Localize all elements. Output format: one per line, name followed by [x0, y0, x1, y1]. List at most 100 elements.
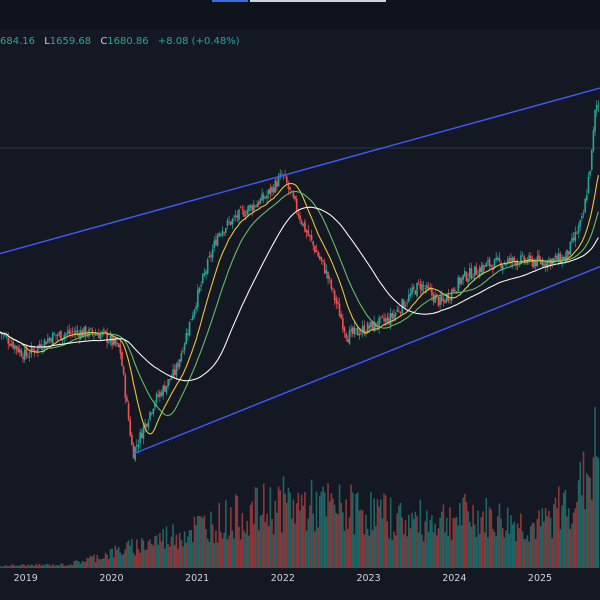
candle — [587, 172, 590, 195]
candle — [320, 256, 323, 265]
candle — [595, 100, 598, 117]
volume-bars — [0, 406, 600, 568]
top-toolbar — [0, 0, 600, 30]
candle — [167, 379, 169, 390]
volume-bar — [590, 499, 593, 568]
candle — [302, 223, 305, 228]
candle — [89, 327, 92, 330]
candle — [229, 221, 232, 226]
volume-bar — [322, 486, 324, 568]
candle — [356, 326, 359, 336]
volume-bar — [404, 520, 407, 568]
candle — [417, 279, 420, 286]
volume-bar — [360, 509, 362, 568]
volume-bar — [557, 486, 560, 568]
candle — [177, 359, 179, 371]
candle — [236, 210, 239, 223]
volume-bar — [84, 561, 87, 568]
volume-bar — [167, 544, 169, 568]
volume-bar — [48, 564, 51, 568]
volume-bar — [78, 561, 80, 568]
volume-bar — [139, 552, 141, 568]
volume-bar — [79, 563, 82, 568]
volume-bar — [577, 480, 580, 568]
volume-bar — [302, 505, 305, 568]
candle — [520, 250, 522, 265]
candle — [589, 170, 591, 179]
volume-bar — [251, 501, 253, 568]
volume-bar — [65, 565, 67, 568]
volume-bar — [305, 530, 308, 568]
moving-average-line — [0, 206, 599, 382]
volume-bar — [434, 523, 436, 568]
candle — [569, 241, 572, 256]
volume-bar — [539, 526, 542, 568]
volume-bar — [109, 549, 112, 568]
volume-bar — [424, 521, 427, 568]
ohlc-legend: 684.16 L1659.68 C1680.86 +8.08 (+0.48%) — [0, 36, 240, 50]
volume-bar — [218, 502, 221, 568]
volume-bar — [177, 548, 179, 568]
volume-bar — [216, 542, 219, 568]
toolbar-tab-indicator[interactable] — [212, 0, 248, 2]
volume-bar — [376, 499, 379, 568]
volume-bar — [353, 534, 356, 568]
volume-bar — [83, 561, 85, 568]
candle — [450, 288, 453, 305]
volume-bar — [210, 511, 212, 568]
volume-bar — [223, 532, 225, 568]
candle — [131, 431, 133, 446]
volume-bar — [597, 457, 600, 568]
candle — [351, 325, 354, 338]
volume-bar — [559, 529, 562, 568]
x-tick-label: 2025 — [528, 573, 552, 584]
volume-bar — [215, 530, 217, 568]
toolbar-search-field[interactable] — [250, 0, 386, 2]
volume-bar — [117, 547, 120, 568]
volume-bar — [403, 534, 405, 568]
candle — [388, 312, 390, 326]
volume-bar — [437, 528, 440, 568]
volume-bar — [159, 533, 161, 568]
volume-bar — [501, 528, 504, 568]
volume-bar — [436, 535, 438, 568]
channel-lines[interactable] — [0, 87, 600, 455]
volume-bar — [492, 528, 494, 568]
volume-bar — [467, 511, 469, 568]
candle — [173, 364, 176, 380]
volume-bar — [86, 557, 89, 568]
volume-bar — [310, 479, 313, 568]
channel-upper-line[interactable] — [0, 87, 600, 255]
volume-bar — [89, 555, 92, 568]
volume-bar — [401, 517, 403, 568]
candles — [0, 100, 600, 463]
volume-bar — [257, 530, 260, 568]
volume-bar — [279, 490, 282, 568]
candle — [557, 248, 560, 266]
candle — [538, 249, 540, 262]
volume-bar — [197, 515, 199, 568]
volume-bar — [98, 558, 100, 568]
volume-bar — [140, 537, 143, 568]
volume-bar — [579, 461, 582, 568]
candle — [79, 326, 82, 341]
volume-bar — [355, 494, 357, 568]
candle — [355, 328, 357, 336]
channel-lower-line[interactable] — [132, 265, 600, 455]
volume-bar — [381, 518, 384, 568]
volume-bar — [383, 493, 385, 568]
volume-bar — [60, 563, 62, 568]
volume-bar — [483, 532, 486, 568]
candle — [221, 226, 224, 237]
volume-bar — [553, 504, 555, 568]
volume-bar — [335, 512, 338, 568]
candle — [343, 325, 346, 338]
volume-bar — [53, 565, 56, 568]
candle — [551, 257, 553, 268]
candle — [112, 336, 115, 347]
candle — [172, 363, 174, 379]
volume-bar — [543, 521, 545, 568]
volume-bar — [50, 565, 52, 568]
volume-bar — [358, 510, 361, 568]
